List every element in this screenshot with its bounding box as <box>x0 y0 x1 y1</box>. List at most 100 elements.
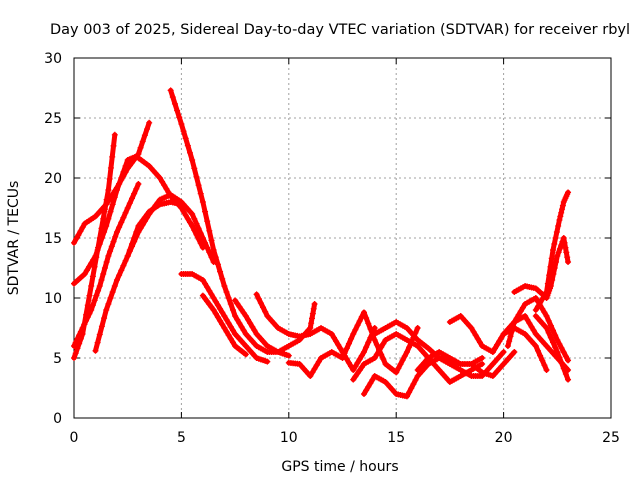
data-point <box>189 211 196 217</box>
data-point <box>191 165 198 172</box>
data-point <box>214 314 221 321</box>
data-point <box>206 249 213 256</box>
series-track-4 <box>71 131 118 361</box>
data-point <box>111 283 118 289</box>
data-point <box>240 327 247 334</box>
data-point <box>159 178 166 185</box>
data-point <box>555 223 562 229</box>
data-point <box>543 313 550 319</box>
data-point <box>208 291 215 298</box>
data-point <box>110 142 117 149</box>
data-point <box>122 163 129 169</box>
data-point <box>202 280 209 287</box>
data-point <box>311 365 318 372</box>
data-point <box>563 249 570 256</box>
data-point <box>309 369 316 376</box>
data-point <box>494 341 501 348</box>
data-point <box>553 229 560 235</box>
data-point <box>562 244 569 251</box>
data-point <box>399 357 406 364</box>
x-tick-label: 25 <box>602 430 620 446</box>
data-point <box>191 227 198 234</box>
data-point <box>210 295 217 301</box>
data-point <box>109 201 116 208</box>
data-point <box>524 316 531 323</box>
data-point <box>221 325 228 331</box>
data-point <box>558 209 565 216</box>
data-point <box>554 253 561 259</box>
data-point <box>339 355 346 361</box>
data-point <box>191 215 198 222</box>
data-point <box>554 337 561 343</box>
data-point <box>360 349 367 355</box>
data-point <box>234 300 241 307</box>
data-point <box>559 202 566 209</box>
data-point <box>103 307 110 313</box>
data-point <box>410 381 417 388</box>
data-point <box>492 345 499 352</box>
data-point <box>131 238 138 245</box>
data-point <box>537 299 544 306</box>
data-point <box>108 243 115 250</box>
data-point <box>101 315 108 322</box>
data-point <box>91 297 98 304</box>
data-point <box>562 371 569 378</box>
data-point <box>547 263 554 270</box>
data-point <box>472 332 479 339</box>
data-point <box>552 332 559 339</box>
data-point <box>124 205 131 211</box>
data-point <box>120 169 127 175</box>
data-point <box>360 309 367 316</box>
data-point <box>543 325 550 331</box>
data-point <box>474 335 481 342</box>
data-point <box>556 245 563 252</box>
data-point <box>532 295 539 301</box>
data-point <box>541 292 548 299</box>
data-point <box>238 323 245 330</box>
data-point <box>236 320 243 327</box>
data-point <box>107 208 114 215</box>
data-point <box>217 317 224 324</box>
data-point <box>214 261 221 268</box>
data-point <box>195 182 202 189</box>
data-point <box>120 262 127 269</box>
data-point <box>137 144 144 151</box>
data-point <box>539 357 546 364</box>
data-point <box>412 377 419 384</box>
data-point <box>558 345 565 352</box>
data-point <box>96 235 103 241</box>
data-point <box>79 224 86 231</box>
data-point <box>395 365 402 372</box>
data-point <box>116 224 123 231</box>
data-point <box>124 253 131 259</box>
data-point <box>71 355 77 361</box>
data-point <box>98 323 105 330</box>
data-point <box>345 359 352 366</box>
data-point <box>161 182 168 189</box>
data-point <box>94 339 101 346</box>
data-point <box>543 289 550 295</box>
data-point <box>144 126 151 133</box>
data-point <box>556 341 563 348</box>
data-point <box>206 287 213 294</box>
data-point <box>363 387 370 394</box>
data-point <box>537 352 544 359</box>
data-point <box>212 310 219 317</box>
data-point <box>197 230 204 237</box>
series-track-21 <box>532 189 572 313</box>
data-point <box>545 317 552 324</box>
data-point <box>403 393 410 400</box>
data-point <box>532 307 539 313</box>
data-point <box>328 331 335 337</box>
data-point <box>112 233 119 240</box>
data-point <box>515 311 522 318</box>
data-point <box>262 308 269 315</box>
data-point <box>545 329 552 336</box>
data-point <box>363 344 370 351</box>
data-point <box>539 296 546 303</box>
data-point <box>534 303 541 310</box>
data-point <box>350 367 357 373</box>
data-point <box>553 259 560 265</box>
y-tick-label: 10 <box>44 291 62 307</box>
data-point <box>236 303 243 310</box>
